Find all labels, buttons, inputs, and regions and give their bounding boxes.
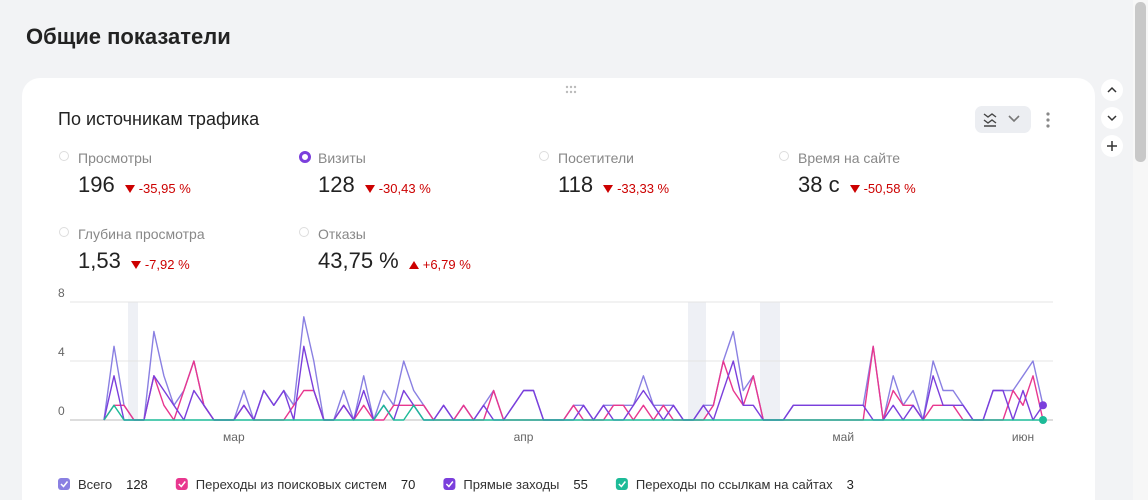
legend-item[interactable]: Прямые заходы 55 (443, 477, 588, 492)
legend-label: Всего (78, 477, 112, 492)
y-tick-label: 4 (58, 345, 65, 359)
change-text: -50,58 % (863, 181, 916, 196)
metric-radio[interactable] (299, 151, 311, 163)
metric-label: Просмотры (78, 150, 152, 166)
legend-checkbox (58, 478, 70, 490)
metric-change: -50,58 % (849, 181, 916, 196)
metric-change: -30,43 % (364, 181, 431, 196)
metric-value: 128 (318, 172, 355, 197)
y-tick-label: 8 (58, 286, 65, 300)
drag-handle[interactable] (565, 85, 577, 94)
card (22, 78, 1095, 500)
legend-total: 55 (573, 477, 587, 492)
metric-value: 196 (78, 172, 115, 197)
legend-check (618, 481, 626, 488)
legend-item[interactable]: Всего 128 (58, 477, 148, 492)
metric-change: -33,33 % (603, 181, 669, 196)
change-text: -7,92 % (144, 257, 190, 272)
side-buttons[interactable] (1101, 79, 1123, 157)
x-tick-label: июн (1012, 430, 1034, 444)
metric-radio[interactable] (299, 227, 309, 237)
series-line (103, 345, 1044, 421)
metric-label: Время на сайте (798, 150, 901, 166)
legend-label: Переходы по ссылкам на сайтах (636, 477, 833, 492)
change-arrow (124, 184, 135, 193)
card-title: По источникам трафика (58, 109, 260, 129)
series-line (103, 345, 1044, 421)
legend-checkbox (175, 478, 188, 490)
metric-label: Глубина просмотра (78, 226, 205, 242)
metric-value: 43,75 % (318, 248, 399, 273)
legend-checkbox (443, 478, 456, 490)
legend-label: Прямые заходы (463, 477, 559, 492)
series-line (103, 404, 1043, 421)
metric-label: Посетители (558, 150, 634, 166)
legend-total: 70 (401, 477, 415, 492)
metric-radio[interactable] (539, 151, 549, 161)
more-button[interactable] (1046, 112, 1050, 128)
end-marker (1039, 401, 1047, 410)
legend-check (445, 481, 454, 488)
metric-change: -7,92 % (130, 257, 190, 272)
change-arrow (364, 184, 375, 193)
x-tick-label: апр (514, 430, 534, 444)
change-text: +6,79 % (422, 257, 471, 272)
metric-value: 38 с (798, 172, 840, 197)
metric-change: -35,95 % (124, 181, 191, 196)
metric-value: 118 (558, 172, 594, 197)
chart-type-button[interactable] (975, 106, 1031, 133)
legend-check (178, 481, 186, 488)
metric-radio[interactable] (59, 151, 69, 161)
change-arrow (130, 260, 141, 269)
end-marker (1039, 416, 1047, 424)
metric-radio[interactable] (59, 227, 69, 237)
legend-checkbox (615, 478, 628, 490)
scroll-thumb[interactable] (1135, 2, 1146, 162)
x-tick-label: мар (223, 430, 245, 444)
change-text: -33,33 % (617, 181, 670, 196)
change-text: -30,43 % (378, 181, 431, 196)
legend-total: 128 (126, 477, 148, 492)
change-arrow (849, 184, 860, 193)
change-arrow (408, 260, 419, 269)
x-tick-label: май (832, 430, 854, 444)
legend-total: 3 (847, 477, 854, 492)
page-title: Общие показатели (26, 24, 231, 49)
metric-change: +6,79 % (408, 257, 471, 272)
metric-radio[interactable] (779, 151, 789, 161)
legend-check (60, 481, 69, 488)
metric-label: Визиты (318, 150, 366, 166)
y-tick-label: 0 (58, 404, 65, 418)
legend-item[interactable]: Переходы из поисковых систем 70 (175, 477, 416, 492)
legend-item[interactable]: Переходы по ссылкам на сайтах 3 (615, 477, 854, 492)
change-arrow (603, 184, 614, 193)
change-text: -35,95 % (138, 181, 191, 196)
metric-value: 1,53 (78, 248, 121, 273)
legend-label: Переходы из поисковых систем (196, 477, 387, 492)
metric-label: Отказы (318, 226, 366, 242)
